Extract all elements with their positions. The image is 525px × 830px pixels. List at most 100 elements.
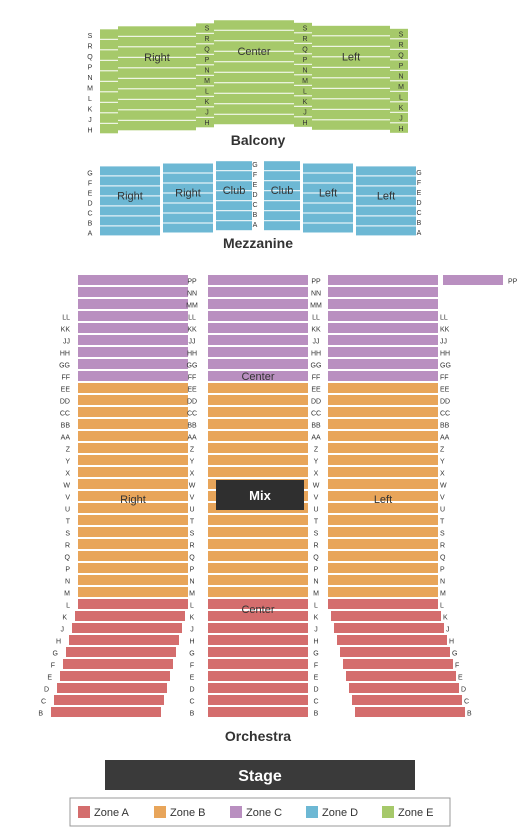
svg-text:M: M xyxy=(398,84,404,91)
svg-text:GG: GG xyxy=(187,362,198,369)
svg-text:D: D xyxy=(44,686,49,693)
svg-text:U: U xyxy=(313,506,318,513)
svg-text:F: F xyxy=(417,180,421,187)
svg-text:H: H xyxy=(449,638,454,645)
svg-text:Z: Z xyxy=(66,446,71,453)
svg-text:S: S xyxy=(303,25,308,32)
svg-text:N: N xyxy=(204,68,209,75)
svg-text:Zone B: Zone B xyxy=(170,807,205,819)
svg-text:Left: Left xyxy=(377,190,395,202)
svg-text:P: P xyxy=(65,566,70,573)
svg-text:E: E xyxy=(88,190,93,197)
svg-text:HH: HH xyxy=(60,350,70,357)
mezz-right-outer: Right xyxy=(100,166,160,235)
legend-swatch-zoneA xyxy=(78,806,90,818)
svg-text:KK: KK xyxy=(187,326,197,333)
svg-text:DD: DD xyxy=(440,398,450,405)
svg-text:R: R xyxy=(204,36,209,43)
svg-text:FF: FF xyxy=(440,374,449,381)
svg-text:F: F xyxy=(314,662,318,669)
svg-text:Q: Q xyxy=(87,54,93,61)
svg-text:G: G xyxy=(416,170,421,177)
svg-text:R: R xyxy=(87,43,92,50)
svg-text:S: S xyxy=(440,530,445,537)
svg-text:J: J xyxy=(61,626,65,633)
svg-text:DD: DD xyxy=(311,398,321,405)
svg-text:A: A xyxy=(88,230,93,237)
svg-text:Club: Club xyxy=(223,185,246,197)
svg-text:Balcony: Balcony xyxy=(231,132,286,148)
svg-text:P: P xyxy=(88,64,93,71)
svg-text:X: X xyxy=(190,470,195,477)
svg-text:V: V xyxy=(314,494,319,501)
svg-text:Right: Right xyxy=(144,52,170,64)
svg-text:B: B xyxy=(38,710,43,717)
svg-text:L: L xyxy=(314,602,318,609)
svg-text:B: B xyxy=(88,220,93,227)
svg-text:JJ: JJ xyxy=(189,338,196,345)
svg-text:Zone D: Zone D xyxy=(322,807,358,819)
svg-text:B: B xyxy=(190,710,195,717)
svg-text:Z: Z xyxy=(190,446,195,453)
legend-swatch-zoneC xyxy=(230,806,242,818)
svg-text:B: B xyxy=(314,710,319,717)
svg-text:B: B xyxy=(467,710,472,717)
svg-text:CC: CC xyxy=(60,410,70,417)
svg-text:Z: Z xyxy=(440,446,445,453)
svg-text:Zone E: Zone E xyxy=(398,807,433,819)
svg-text:A: A xyxy=(417,230,422,237)
svg-text:P: P xyxy=(440,566,445,573)
svg-text:L: L xyxy=(66,602,70,609)
svg-text:CC: CC xyxy=(311,410,321,417)
svg-text:F: F xyxy=(51,662,55,669)
svg-text:Q: Q xyxy=(440,554,446,561)
svg-text:N: N xyxy=(398,73,403,80)
svg-text:KK: KK xyxy=(61,326,71,333)
svg-text:KK: KK xyxy=(311,326,321,333)
svg-text:N: N xyxy=(440,578,445,585)
orch-right-extra xyxy=(443,275,503,285)
svg-text:CC: CC xyxy=(187,410,197,417)
svg-text:C: C xyxy=(252,202,257,209)
svg-text:Y: Y xyxy=(65,458,70,465)
svg-text:K: K xyxy=(205,99,210,106)
svg-text:C: C xyxy=(189,698,194,705)
svg-text:H: H xyxy=(56,638,61,645)
svg-text:PP: PP xyxy=(311,278,321,285)
svg-text:KK: KK xyxy=(440,326,450,333)
svg-text:D: D xyxy=(87,200,92,207)
svg-text:Club: Club xyxy=(271,185,294,197)
svg-text:LL: LL xyxy=(62,314,70,321)
svg-text:M: M xyxy=(189,590,195,597)
svg-text:Left: Left xyxy=(319,188,337,200)
svg-text:Q: Q xyxy=(313,554,319,561)
svg-text:C: C xyxy=(313,698,318,705)
svg-text:W: W xyxy=(313,482,320,489)
svg-text:N: N xyxy=(302,67,307,74)
svg-text:B: B xyxy=(253,212,258,219)
svg-text:C: C xyxy=(464,698,469,705)
svg-text:E: E xyxy=(417,190,422,197)
svg-text:R: R xyxy=(189,542,194,549)
svg-text:Q: Q xyxy=(204,47,210,54)
svg-text:CC: CC xyxy=(440,410,450,417)
svg-text:AA: AA xyxy=(311,434,321,441)
legend-swatch-zoneB xyxy=(154,806,166,818)
svg-text:Stage: Stage xyxy=(238,768,282,785)
svg-text:E: E xyxy=(314,674,319,681)
svg-text:E: E xyxy=(47,674,52,681)
svg-text:JJ: JJ xyxy=(440,338,447,345)
svg-text:L: L xyxy=(303,88,307,95)
svg-text:X: X xyxy=(314,470,319,477)
svg-text:T: T xyxy=(314,518,319,525)
svg-text:P: P xyxy=(314,566,319,573)
svg-text:M: M xyxy=(64,590,70,597)
seating-chart: RightCenterLeftSRQPNMLKJHSRQPNMLKJHSRQPN… xyxy=(0,0,525,830)
svg-text:P: P xyxy=(399,63,404,70)
svg-text:MM: MM xyxy=(310,302,322,309)
svg-text:W: W xyxy=(440,482,447,489)
svg-text:D: D xyxy=(416,200,421,207)
svg-text:K: K xyxy=(190,614,195,621)
svg-text:D: D xyxy=(461,686,466,693)
svg-text:Right: Right xyxy=(117,190,143,202)
